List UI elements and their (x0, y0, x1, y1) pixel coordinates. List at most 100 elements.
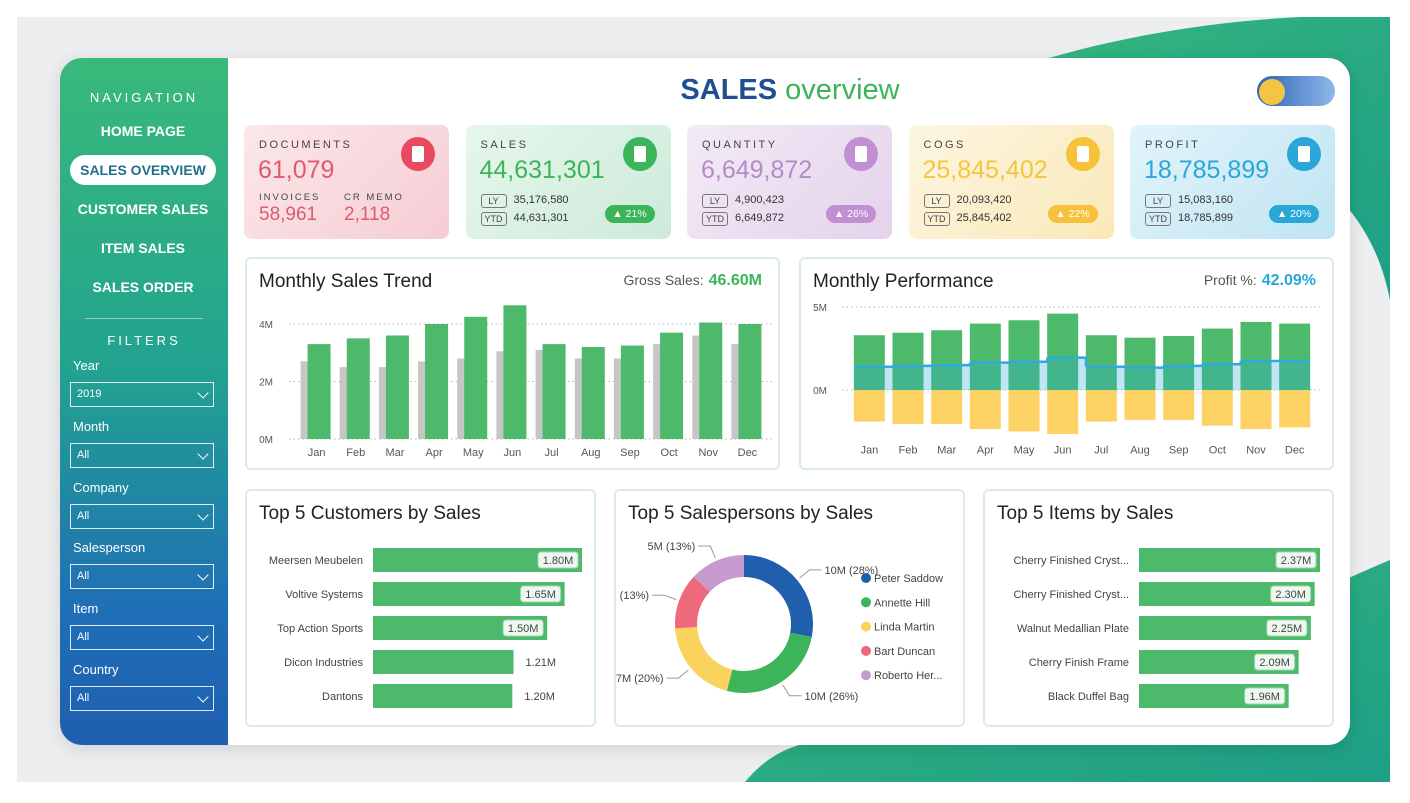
annotation: Profit %: 42.09% (1204, 272, 1316, 289)
x-tick-label: Jul (1094, 445, 1108, 457)
bar (1085, 390, 1117, 422)
value-label-box (502, 619, 544, 637)
bar (1008, 320, 1040, 391)
filter-dropdown[interactable]: All (70, 625, 214, 651)
bar (1201, 328, 1233, 391)
bar (346, 338, 370, 439)
x-tick-label: Jan (308, 447, 326, 459)
kpi-card: SALES 44,631,301 LY 35,176,580 YTD 44,631,301… (465, 125, 671, 239)
x-tick-label: Mar (937, 445, 956, 457)
kpi-label: QUANTITY (702, 139, 778, 151)
kpi-compare: 18,785,899 (1178, 212, 1234, 224)
filter-dropdown[interactable]: All (70, 442, 214, 468)
x-tick-label: Jun (1054, 445, 1072, 457)
bar (931, 330, 963, 391)
divider (85, 318, 203, 319)
bar (581, 347, 605, 439)
value-label-box (1254, 653, 1296, 671)
value-label: 2.25M (1272, 623, 1303, 635)
bar (307, 344, 331, 439)
kpi-compare: 20,093,420 (956, 194, 1012, 206)
icon-glyph (855, 146, 867, 162)
kpi-compare: 35,176,580 (513, 194, 569, 206)
leader-line (666, 669, 689, 679)
chart-panel: Top 5 Salespersons by Sales 10M (28%) Pete… (614, 489, 965, 727)
nav-item[interactable]: SALES ORDER (92, 279, 194, 295)
donut-slice (726, 632, 812, 693)
kpi-compare: 25,845,402 (956, 212, 1012, 224)
filters-title: FILTERS (107, 333, 181, 348)
line-area (1086, 366, 1125, 391)
nav-item[interactable]: ITEM SALES (100, 240, 185, 256)
value-label: 1.20M (524, 691, 555, 703)
slice-label: 7M (20%) (616, 673, 664, 685)
line-area (892, 365, 932, 391)
x-tick-label: Jan (860, 445, 878, 457)
filter-dropdown[interactable]: All (70, 503, 214, 529)
kpi-compare: 6,649,872 (735, 212, 784, 224)
nav-item[interactable]: SALES OVERVIEW (70, 155, 216, 185)
line-area (1240, 360, 1280, 391)
icon-glyph (633, 146, 646, 162)
bar (853, 335, 885, 391)
line-area (1047, 357, 1086, 391)
x-tick-label: May (1014, 445, 1035, 457)
nav-item[interactable]: HOME PAGE (100, 123, 186, 139)
bar (738, 324, 762, 439)
kpi-compare: 15,083,160 (1178, 194, 1234, 206)
category-label: Black Duffel Bag (1048, 691, 1129, 703)
nav-title: NAVIGATION (89, 90, 199, 105)
x-tick-label: Apr (977, 445, 994, 457)
kpi-sub-value: 58,961 (259, 204, 318, 225)
chart-panel: Top 5 Items by Sales Cherry Finished Crys… (983, 489, 1334, 727)
toggle-knob (1259, 79, 1285, 105)
line-area (931, 365, 970, 391)
filter-dropdown[interactable]: All (70, 686, 214, 711)
kpi-compare: 4,900,423 (735, 194, 784, 206)
filter-dropdown[interactable]: 2019 (70, 382, 214, 407)
kpi-icon (1065, 137, 1100, 171)
kpi-label: DOCUMENTS (259, 139, 353, 151)
x-tick-label: Aug (581, 447, 601, 459)
bar (1279, 390, 1311, 428)
theme-toggle[interactable] (1257, 76, 1335, 106)
value-label: 2.37M (1281, 555, 1312, 567)
y-tick-label: 0M (813, 386, 827, 397)
kpi-change: ▲ 21% (604, 205, 655, 223)
header-subtitle: overview (785, 74, 900, 106)
annotation-value: 46.60M (709, 272, 762, 289)
category-label: Dantons (322, 691, 363, 703)
category-label: Cherry Finish Frame (1029, 657, 1129, 669)
category-label: Cherry Finished Cryst... (1013, 555, 1129, 567)
chart: Monthly Sales Trend Gross Sales: 46.60M 0M 2… (259, 271, 773, 459)
kpi-card: DOCUMENTS 61,079 INVOICES 58,961 CR MEMO 2,11… (244, 125, 449, 239)
annotation-label: Profit %: (1204, 272, 1257, 288)
kpi-sub-value: 2,118 (344, 204, 391, 225)
filter-value: All (77, 631, 90, 644)
bar (853, 390, 885, 422)
chart-panel: Monthly Performance Profit %: 42.09% 0M 5M Ja… (799, 257, 1334, 470)
x-tick-label: Dec (738, 447, 758, 459)
chart: Top 5 Salespersons by Sales 10M (28%)Pete… (616, 503, 943, 703)
nav-item[interactable]: CUSTOMER SALES (77, 201, 209, 217)
kpi-tag: YTD (702, 212, 728, 226)
category-label: Voltive Systems (285, 589, 363, 601)
filter-value: All (77, 570, 90, 583)
kpi-card: QUANTITY 6,649,872 LY 4,900,423 YTD 6,649,872… (687, 125, 892, 239)
category-label: Cherry Finished Cryst... (1013, 589, 1129, 601)
kpi-change: ▲ 26% (826, 205, 876, 223)
x-tick-label: Oct (1209, 445, 1226, 457)
kpi-tag: LY (923, 194, 950, 208)
chevron (197, 448, 209, 460)
kpi-tag: YTD (480, 212, 507, 226)
filter-value: All (77, 448, 90, 461)
leader-line (799, 569, 822, 579)
kpi-value: 6,649,872 (701, 156, 813, 184)
filter-dropdown[interactable]: All (70, 564, 214, 590)
bar (1047, 390, 1079, 435)
line-area (1008, 361, 1048, 391)
line-area (1124, 367, 1164, 391)
kpi-value: 18,785,899 (1144, 156, 1270, 184)
leader-line (652, 594, 677, 601)
x-tick-label: Apr (426, 447, 443, 459)
